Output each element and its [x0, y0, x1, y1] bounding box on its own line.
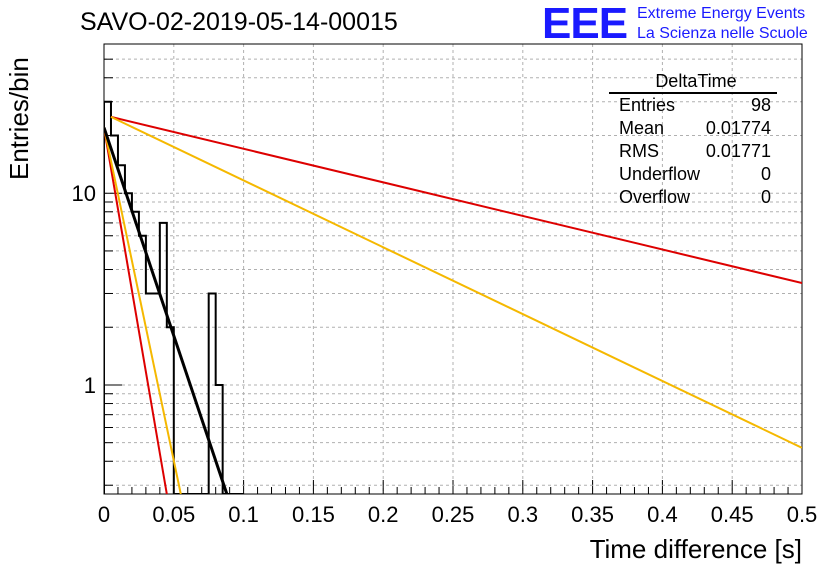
stats-row-rms: RMS 0.01771	[609, 140, 777, 163]
stats-box: DeltaTime Entries 98 Mean 0.01774 RMS 0.…	[609, 70, 777, 209]
fit-curve-yellow	[104, 127, 182, 494]
x-tick-label: 0.5	[787, 502, 818, 527]
x-tick-label: 0.3	[508, 502, 539, 527]
org-line-2: La Scienza nelle Scuole	[637, 25, 808, 42]
stats-title: DeltaTime	[609, 70, 777, 94]
y-tick-label: 10	[72, 181, 96, 206]
x-tick-label: 0.1	[228, 502, 259, 527]
stats-label: Mean	[619, 118, 665, 138]
stats-value: 0	[760, 164, 771, 184]
stats-row-overflow: Overflow 0	[609, 186, 777, 209]
x-axis-label: Time difference [s]	[589, 534, 802, 564]
x-tick-label: 0	[98, 502, 110, 527]
x-tick-label: 0.45	[711, 502, 754, 527]
x-tick-label: 0.4	[647, 502, 678, 527]
x-tick-label: 0.2	[368, 502, 399, 527]
x-tick-label: 0.25	[432, 502, 475, 527]
eee-org-name: Extreme Energy Events La Scienza nelle S…	[637, 4, 808, 44]
fit-curve-yellow	[110, 116, 802, 449]
x-tick-label: 0.05	[152, 502, 195, 527]
stats-value: 98	[750, 95, 771, 115]
stats-label: Underflow	[619, 164, 701, 184]
stats-value: 0.01771	[705, 141, 771, 161]
stats-label: Overflow	[619, 187, 691, 207]
eee-logo: EEE	[542, 0, 628, 48]
y-tick-label: 1	[84, 373, 96, 398]
stats-row-entries: Entries 98	[609, 94, 777, 117]
stats-value: 0.01774	[705, 118, 771, 138]
stats-row-underflow: Underflow 0	[609, 163, 777, 186]
fit-curve-red	[110, 115, 802, 285]
x-tick-label: 0.35	[571, 502, 614, 527]
stats-row-mean: Mean 0.01774	[609, 117, 777, 140]
x-tick-label: 0.15	[292, 502, 335, 527]
org-line-1: Extreme Energy Events	[637, 5, 806, 22]
stats-value: 0	[760, 187, 771, 207]
stats-label: RMS	[619, 141, 659, 161]
stats-label: Entries	[619, 95, 676, 115]
chart-title: SAVO-02-2019-05-14-00015	[80, 8, 398, 36]
y-axis-label: Entries/bin	[4, 57, 34, 180]
fit-curve-red	[104, 127, 168, 494]
fit-curve-black	[104, 127, 229, 494]
histogram	[104, 100, 244, 494]
